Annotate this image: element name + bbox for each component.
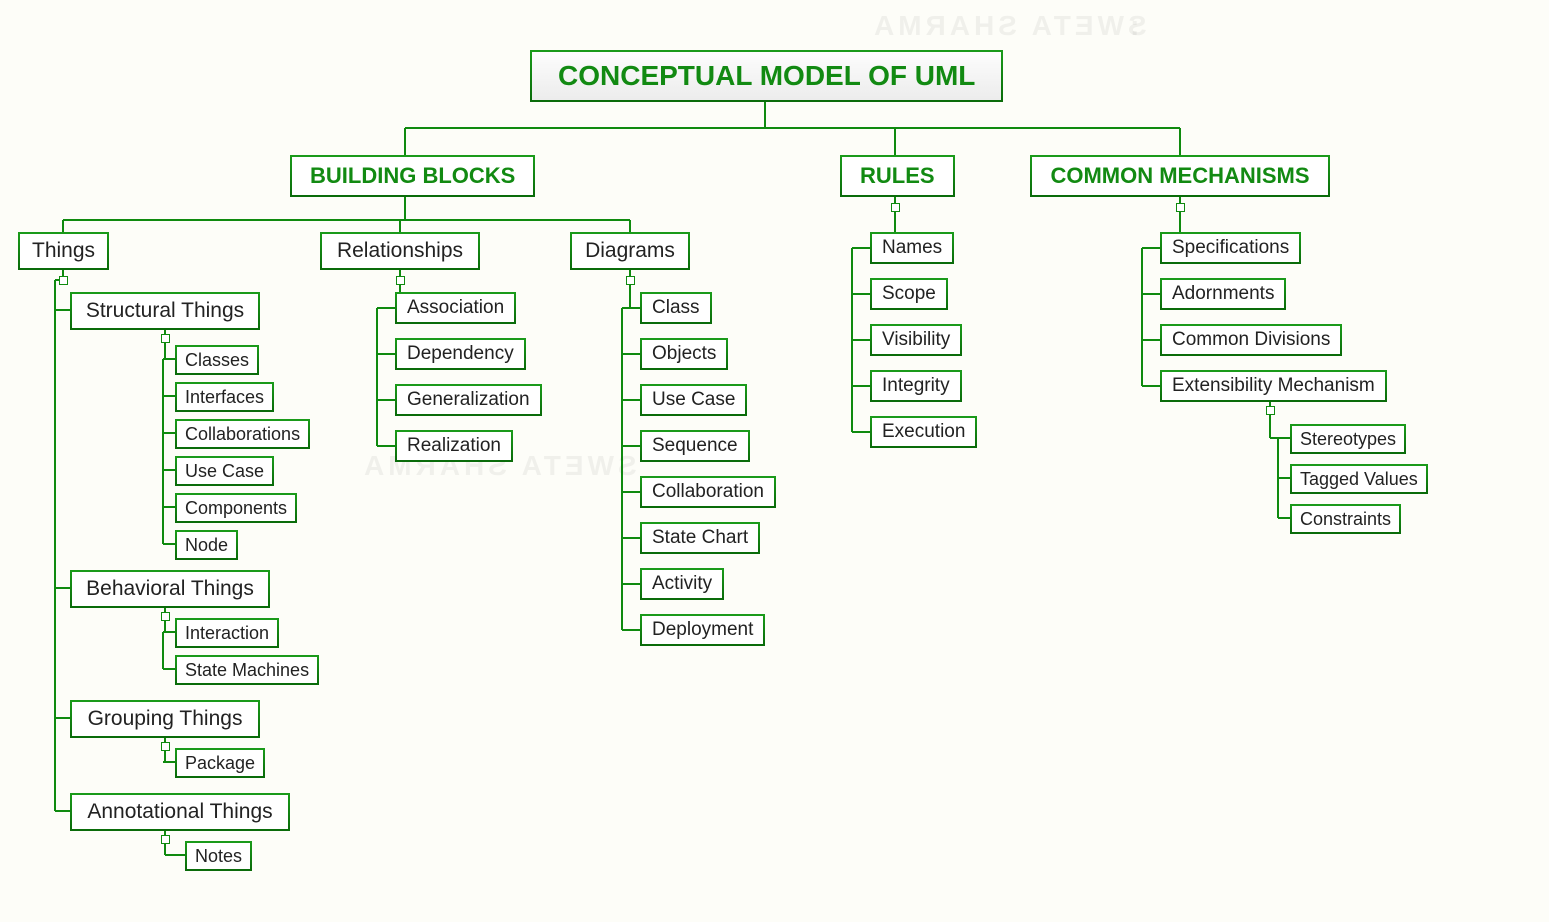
diagram-canvas: SWETA SHARMA:SWETA SHARMACONCEPTUAL MODE… [0, 0, 1549, 922]
diagrams-collaboration: Collaboration [640, 476, 776, 508]
section-rules: RULES [840, 155, 955, 197]
leaf-behavioral-state-machines: State Machines [175, 655, 319, 685]
root-node: CONCEPTUAL MODEL OF UML [530, 50, 1003, 102]
expander-icon [59, 276, 68, 285]
leaf-extensibility-tagged-values: Tagged Values [1290, 464, 1428, 494]
rules-execution: Execution [870, 416, 977, 448]
leaf-structural-components: Components [175, 493, 297, 523]
leaf-extensibility-constraints: Constraints [1290, 504, 1401, 534]
expander-icon [161, 334, 170, 343]
diagrams-objects: Objects [640, 338, 728, 370]
leaf-behavioral-interaction: Interaction [175, 618, 279, 648]
category-things: Things [18, 232, 109, 270]
leaf-structural-node: Node [175, 530, 238, 560]
diagrams-activity: Activity [640, 568, 724, 600]
relationships-realization: Realization [395, 430, 513, 462]
expander-icon [161, 612, 170, 621]
category-relationships: Relationships [320, 232, 480, 270]
diagrams-use-case: Use Case [640, 384, 747, 416]
diagrams-class: Class [640, 292, 712, 324]
leaf-structural-collaborations: Collaborations [175, 419, 310, 449]
watermark: SWETA SHARMA [870, 10, 1147, 42]
leaf-annotational-notes: Notes [185, 841, 252, 871]
subcategory-annotational: Annotational Things [70, 793, 290, 831]
section-building_blocks: BUILDING BLOCKS [290, 155, 535, 197]
diagrams-sequence: Sequence [640, 430, 750, 462]
mechanisms-common-divisions: Common Divisions [1160, 324, 1342, 356]
expander-icon [1266, 406, 1275, 415]
relationships-generalization: Generalization [395, 384, 542, 416]
expander-icon [161, 835, 170, 844]
relationships-association: Association [395, 292, 516, 324]
subcategory-behavioral: Behavioral Things [70, 570, 270, 608]
leaf-grouping-package: Package [175, 748, 265, 778]
category-diagrams: Diagrams [570, 232, 690, 270]
rules-visibility: Visibility [870, 324, 962, 356]
leaf-structural-use-case: Use Case [175, 456, 274, 486]
mechanisms-adornments: Adornments [1160, 278, 1286, 310]
expander-icon [626, 276, 635, 285]
subcategory-structural: Structural Things [70, 292, 260, 330]
expander-icon [891, 203, 900, 212]
rules-scope: Scope [870, 278, 948, 310]
diagrams-deployment: Deployment [640, 614, 765, 646]
diagrams-state-chart: State Chart [640, 522, 760, 554]
watermark: : [1130, 10, 1143, 42]
expander-icon [161, 742, 170, 751]
leaf-structural-interfaces: Interfaces [175, 382, 274, 412]
mechanisms-specifications: Specifications [1160, 232, 1301, 264]
section-common_mechanisms: COMMON MECHANISMS [1030, 155, 1330, 197]
expander-icon [396, 276, 405, 285]
mechanisms-extensibility-mechanism: Extensibility Mechanism [1160, 370, 1387, 402]
rules-names: Names [870, 232, 954, 264]
leaf-structural-classes: Classes [175, 345, 259, 375]
expander-icon [1176, 203, 1185, 212]
rules-integrity: Integrity [870, 370, 962, 402]
subcategory-grouping: Grouping Things [70, 700, 260, 738]
relationships-dependency: Dependency [395, 338, 526, 370]
leaf-extensibility-stereotypes: Stereotypes [1290, 424, 1406, 454]
